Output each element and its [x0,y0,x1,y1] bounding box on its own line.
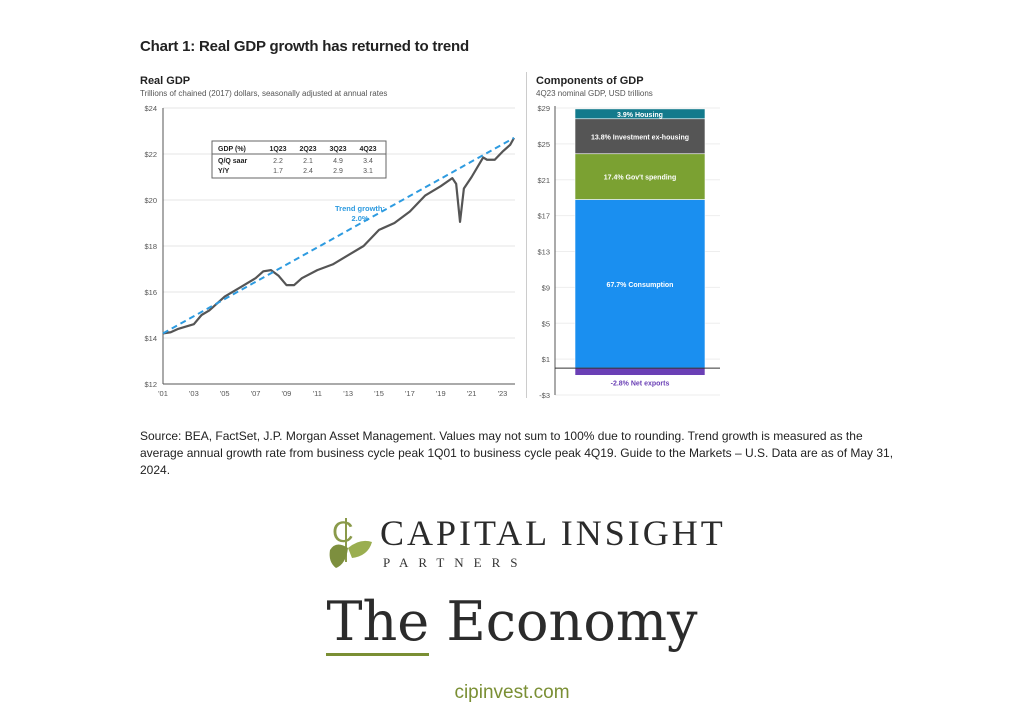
source-note: Source: BEA, FactSet, J.P. Morgan Asset … [140,429,894,477]
x-tick-label: '03 [189,389,199,398]
bar-segment [574,153,706,200]
chart-divider [526,72,527,398]
bar-chart: $29 $25 $21 $17 $13 $9 $5 $1 -$3 -2.8% Net export… [537,104,720,400]
segment-label: 17.4% Gov't spending [604,175,676,182]
x-tick-label: '23 [498,389,508,398]
table-cell: 2.9 [333,168,343,175]
bar-segment [574,108,706,120]
segment-label: 3.9% Housing [617,112,663,119]
line-chart: $12 $14 $16 $18 $20 $22 $24 '01 '03 '05 '07 '09 '11 '… [144,104,515,398]
table-header: 3Q23 [329,146,346,153]
y-tick-label: $16 [144,288,157,297]
table-cell: 2.4 [303,168,313,175]
gdp-table [211,140,387,179]
table-cell: 3.4 [363,158,373,165]
y-tick-label: $25 [537,140,550,149]
bar-segment [574,118,706,155]
table-header: 4Q23 [359,146,376,153]
gdp-line [162,137,515,335]
line-chart-subtitle: Trillions of chained (2017) dollars, sea… [140,89,388,98]
segment-label: -2.8% Net exports [611,380,670,387]
table-cell: 1.7 [273,168,283,175]
x-tick-label: '07 [251,389,261,398]
headline: The Economy [0,590,1024,656]
table-header: 1Q23 [269,146,286,153]
table-cell: 2.2 [273,158,283,165]
x-tick-label: '13 [343,389,353,398]
headline-rest: Economy [429,590,698,653]
trend-annotation-value: 2.0% [351,214,368,223]
table-cell: 4.9 [333,158,343,165]
y-tick-label: $21 [537,176,550,185]
x-tick-label: '09 [282,389,292,398]
brand-subname: PARTNERS [383,555,528,570]
y-tick-label: $18 [144,242,157,251]
trend-annotation: Trend growth: [335,204,385,213]
x-tick-label: '17 [405,389,415,398]
x-tick-label: '21 [467,389,477,398]
y-tick-label: $5 [542,319,550,328]
y-tick-label: $20 [144,196,157,205]
bar-chart-subtitle: 4Q23 nominal GDP, USD trillions [536,89,653,98]
table-cell: 2.1 [303,158,313,165]
line-chart-title: Real GDP [140,75,191,87]
x-tick-label: '01 [158,389,168,398]
table-cell: 3.1 [363,168,373,175]
y-tick-label: $17 [537,212,550,221]
headline-the: The [326,590,430,656]
bar-chart-title: Components of GDP [536,75,644,87]
bar-segment [574,367,706,376]
website-link[interactable]: cipinvest.com [454,682,570,703]
chart-title: Chart 1: Real GDP growth has returned to… [140,38,469,55]
y-tick-label: -$3 [539,391,550,400]
x-tick-label: '05 [220,389,230,398]
y-tick-label: $14 [144,334,157,343]
y-tick-label: $9 [542,283,550,292]
table-row-label: Q/Q saar [218,158,247,165]
y-tick-label: $1 [542,355,550,364]
y-tick-label: $12 [144,380,157,389]
segment-label: 67.7% Consumption [607,282,674,289]
table-row-label: Y/Y [218,168,230,175]
x-tick-label: '15 [374,389,384,398]
y-tick-label: $24 [144,104,157,113]
logo-leaf-icon: C [329,516,372,568]
brand-name: Capital Insight [380,513,726,553]
x-tick-label: '11 [313,389,322,398]
table-header: 2Q23 [299,146,316,153]
segment-label: 13.8% Investment ex-housing [591,134,689,141]
x-tick-label: '19 [436,389,446,398]
table-header: GDP (%) [218,146,246,153]
y-tick-label: $13 [537,248,550,257]
svg-text:C: C [332,516,354,549]
y-tick-label: $29 [537,104,550,113]
trend-line [162,137,515,335]
y-tick-label: $22 [144,150,157,159]
